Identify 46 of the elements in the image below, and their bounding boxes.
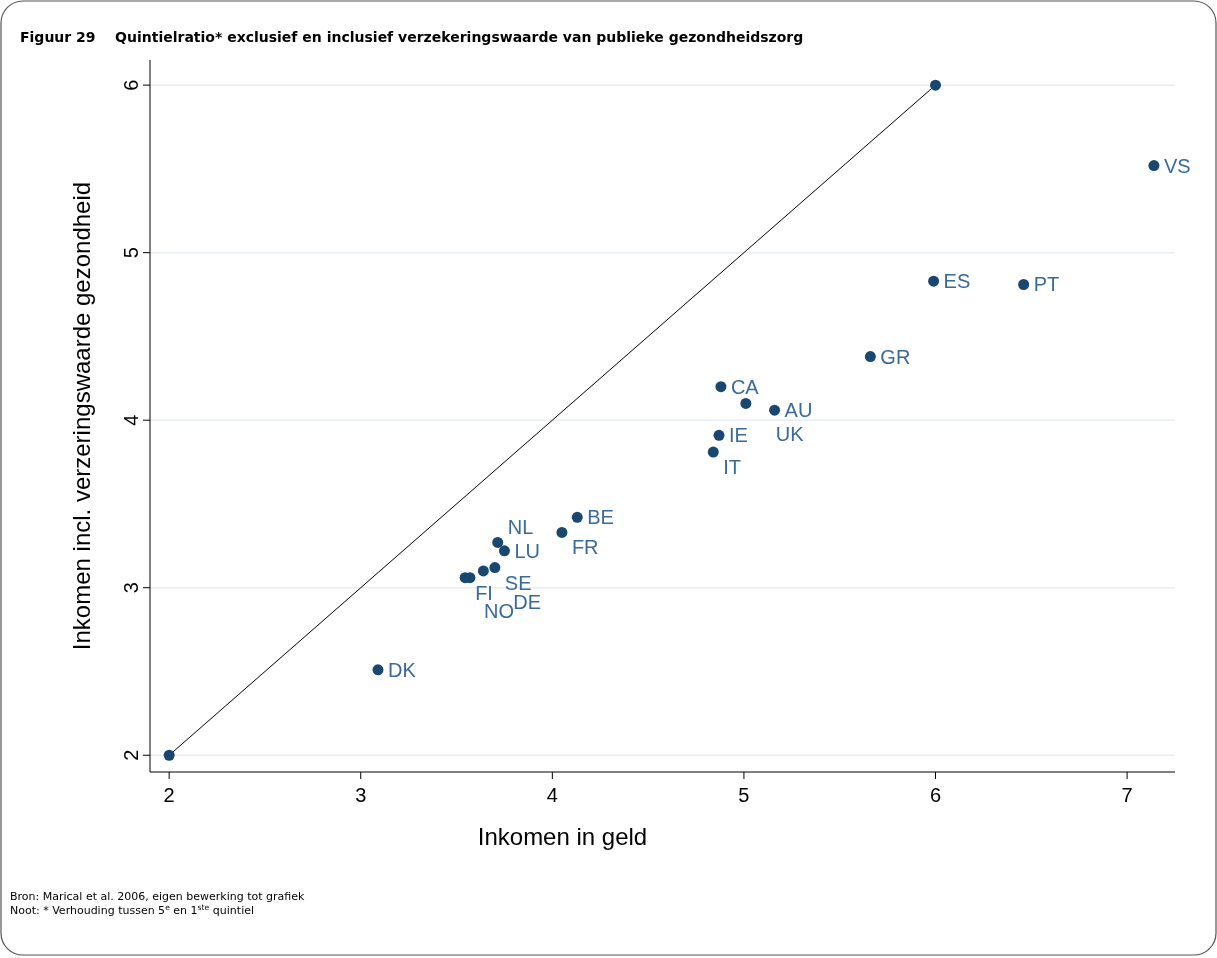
x-tick-label: 3 (355, 784, 367, 806)
y-tick-label: 3 (120, 582, 142, 594)
point (740, 397, 752, 409)
point (492, 536, 504, 548)
data-label: VS (1163, 154, 1191, 177)
point (498, 545, 510, 557)
data-label: AU (784, 399, 813, 422)
point (556, 526, 568, 538)
y-tick-label: 2 (120, 749, 142, 761)
data-label: UK (775, 423, 805, 446)
x-tick-label: 4 (546, 784, 558, 806)
chart-title: Figuur 29 Quintielratio* exclusief en inclusief verzekeringswaarde van publieke gezondheidszorg (20, 29, 804, 45)
point (372, 664, 384, 676)
point (489, 562, 501, 574)
data-label: FR (571, 536, 599, 559)
point (713, 429, 725, 441)
x-tick-label: 2 (163, 784, 175, 806)
y-tick-label: 6 (120, 79, 142, 91)
data-label: GR (880, 345, 911, 368)
data-label: DK (387, 658, 417, 681)
y-tick-label: 5 (120, 247, 142, 259)
point (1148, 160, 1160, 172)
point (769, 404, 781, 416)
point (707, 446, 719, 458)
text: Bron: Marical et al. 2006, eigen bewerking tot grafiek (10, 890, 305, 903)
data-label: NL (507, 516, 534, 539)
data-label: PT (1033, 273, 1060, 296)
data-label: LU (514, 539, 541, 562)
data-label: IT (723, 456, 742, 479)
point (1018, 278, 1030, 290)
y-tick-label: 4 (120, 414, 142, 426)
point (477, 565, 489, 577)
point (571, 511, 583, 523)
data-label: CA (730, 375, 760, 398)
point (928, 275, 940, 287)
point (864, 351, 876, 363)
text: Noot: * Verhouding tussen 5$^{e}$ en 1$^{ste}$ quintiel (10, 902, 255, 917)
data-label: ES (943, 270, 971, 293)
x-axis-title: Inkomen in geld (477, 823, 648, 850)
point (715, 381, 727, 393)
y-axis-title: Inkomen incl. verzeringswaarde gezondheid (68, 181, 95, 651)
x-tick-label: 6 (929, 784, 942, 806)
x-tick-label: 7 (1121, 784, 1133, 806)
x-tick-label: 5 (738, 784, 750, 806)
data-label: IE (729, 424, 748, 447)
data-label: BE (587, 506, 614, 529)
